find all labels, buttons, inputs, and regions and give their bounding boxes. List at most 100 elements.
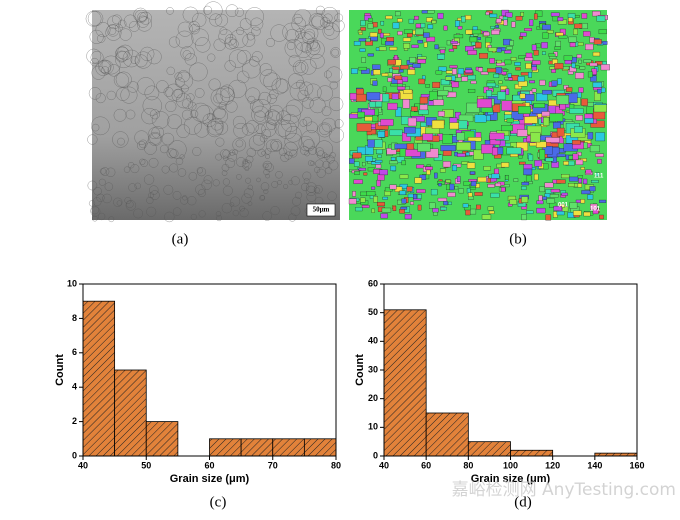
grain <box>192 146 202 157</box>
grain <box>532 60 541 65</box>
grain <box>408 18 414 24</box>
grain <box>554 63 564 70</box>
grain <box>419 96 428 104</box>
grain <box>583 59 592 63</box>
grain <box>177 21 193 37</box>
grain <box>139 158 146 165</box>
grain <box>504 77 509 81</box>
grain <box>411 44 419 48</box>
grain <box>315 140 333 158</box>
grain <box>310 161 315 166</box>
bar <box>209 438 242 457</box>
x-tick-label: 40 <box>78 460 88 470</box>
grain <box>576 54 582 59</box>
grain <box>443 25 448 31</box>
grain <box>556 153 566 157</box>
grain <box>141 107 158 125</box>
grain <box>301 182 310 192</box>
grain <box>539 79 546 86</box>
grain <box>490 192 500 198</box>
grain <box>149 109 160 120</box>
grain <box>123 14 138 28</box>
grain <box>574 126 583 133</box>
grain <box>402 37 412 42</box>
grain <box>301 129 320 149</box>
grain <box>466 102 480 113</box>
grain <box>541 111 550 117</box>
grain <box>488 47 498 52</box>
grain <box>536 93 548 102</box>
grain <box>448 201 452 205</box>
grain <box>542 89 552 95</box>
grain <box>440 145 456 152</box>
grain <box>496 59 502 64</box>
grain <box>105 167 116 178</box>
grain <box>399 174 409 179</box>
grain <box>419 174 427 180</box>
grain <box>256 177 261 183</box>
grain <box>245 7 264 26</box>
grain <box>369 32 378 38</box>
grain <box>127 161 135 169</box>
grain <box>507 73 512 78</box>
grain <box>213 93 224 104</box>
grain <box>327 191 337 201</box>
grain <box>591 180 599 183</box>
grain <box>423 32 430 38</box>
grain <box>417 59 426 64</box>
y-tick-label: 0 <box>373 450 378 460</box>
y-tick-label: 30 <box>368 364 378 374</box>
grain <box>413 194 417 200</box>
grain <box>377 174 385 181</box>
grain <box>490 26 495 29</box>
grain <box>202 113 217 128</box>
grain <box>561 192 568 196</box>
bar <box>467 441 511 457</box>
grain <box>489 132 505 140</box>
y-tick-label: 20 <box>368 393 378 403</box>
grain <box>235 139 244 148</box>
grain <box>161 165 170 174</box>
grain <box>542 32 549 39</box>
grain <box>112 131 129 148</box>
grain <box>221 170 228 176</box>
grain <box>104 182 114 191</box>
grain <box>188 62 208 82</box>
grain <box>232 149 239 155</box>
grain <box>259 69 278 88</box>
grain <box>309 97 326 114</box>
grain <box>523 164 533 170</box>
grain <box>258 91 272 105</box>
grain <box>474 114 487 123</box>
grain <box>590 120 605 128</box>
grain <box>579 66 586 70</box>
grain <box>286 41 296 51</box>
grain <box>288 213 297 222</box>
grain <box>245 155 254 164</box>
grain <box>328 160 339 171</box>
scale-bar-box <box>306 203 336 217</box>
grain <box>473 149 484 160</box>
grain <box>393 55 398 60</box>
grain <box>426 169 431 175</box>
grain <box>469 36 478 43</box>
grain <box>541 42 548 49</box>
grain <box>430 189 438 196</box>
grain <box>583 31 591 37</box>
grain <box>592 82 602 88</box>
grain <box>467 49 477 55</box>
grain <box>297 89 310 102</box>
grain <box>489 58 495 64</box>
grain <box>380 21 385 26</box>
grain <box>481 214 492 220</box>
grain <box>236 70 250 84</box>
y-tick-label: 10 <box>67 278 77 288</box>
grain <box>187 101 197 111</box>
grain <box>99 168 107 175</box>
grain <box>521 182 530 186</box>
grain <box>165 100 177 112</box>
grain <box>262 160 273 171</box>
grain <box>214 13 229 27</box>
grain <box>525 175 532 182</box>
grain <box>384 41 394 46</box>
